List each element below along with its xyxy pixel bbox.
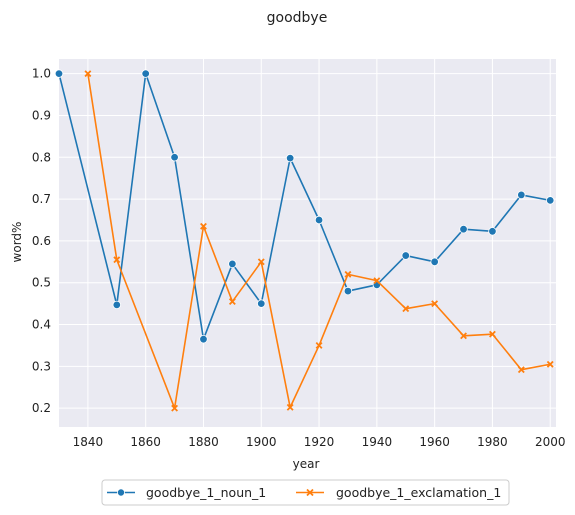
y-axis-label: word% xyxy=(10,222,24,263)
data-point xyxy=(460,332,467,340)
data-point xyxy=(54,69,64,78)
data-point xyxy=(315,342,323,349)
data-point xyxy=(431,300,439,308)
x-tick-label: 1860 xyxy=(130,435,161,449)
data-point xyxy=(459,224,468,234)
data-point xyxy=(286,403,294,411)
series-group xyxy=(54,69,555,412)
series-exclamation xyxy=(84,70,554,412)
data-point xyxy=(113,256,121,264)
x-tick-label: 2000 xyxy=(535,435,566,449)
x-axis: 1840 1860 1880 1900 1920 1940 1960 1980 2000 xyxy=(73,435,566,449)
data-point xyxy=(200,222,207,230)
x-tick-label: 1880 xyxy=(188,435,219,449)
plot-area xyxy=(59,59,556,427)
y-tick-label: 0.4 xyxy=(32,318,51,332)
y-tick-label: 0.6 xyxy=(32,234,51,248)
y-axis: 0.2 0.3 0.4 0.5 0.6 0.7 0.8 0.9 1.0 xyxy=(32,67,51,416)
x-tick-label: 1920 xyxy=(304,435,335,449)
x-tick-label: 1960 xyxy=(419,435,450,449)
legend-marker-noun xyxy=(117,488,126,497)
series-noun xyxy=(54,69,555,344)
data-point xyxy=(373,277,381,285)
y-tick-label: 0.2 xyxy=(32,401,51,415)
data-point xyxy=(488,227,497,236)
data-point xyxy=(199,334,208,344)
data-point xyxy=(401,251,410,260)
series-line xyxy=(87,73,551,409)
data-point xyxy=(257,258,265,266)
data-point xyxy=(112,300,121,310)
data-point xyxy=(402,305,410,313)
data-point xyxy=(546,196,555,205)
data-point xyxy=(344,270,352,278)
y-tick-label: 0.5 xyxy=(32,276,51,290)
data-point xyxy=(141,69,150,78)
data-point xyxy=(314,215,324,225)
data-point xyxy=(488,330,496,338)
data-point xyxy=(84,70,92,78)
data-point xyxy=(285,153,295,163)
data-point xyxy=(517,366,525,374)
data-point xyxy=(517,190,526,200)
data-point xyxy=(170,153,179,162)
x-axis-label: year xyxy=(293,457,320,471)
x-tick-label: 1840 xyxy=(73,435,104,449)
legend: goodbye_1_noun_1 goodbye_1_exclamation_1 xyxy=(101,479,510,506)
x-tick-label: 1980 xyxy=(477,435,508,449)
data-point xyxy=(546,360,554,368)
legend-label-exclamation: goodbye_1_exclamation_1 xyxy=(336,485,501,500)
chart-title: goodbye xyxy=(267,10,328,26)
x-tick-label: 1940 xyxy=(362,435,393,449)
y-tick-label: 0.3 xyxy=(32,359,51,373)
y-tick-label: 0.7 xyxy=(32,192,51,206)
data-point xyxy=(430,257,439,267)
data-point xyxy=(257,299,266,308)
y-tick-label: 0.9 xyxy=(32,108,51,122)
x-tick-label: 1900 xyxy=(246,435,277,449)
data-point xyxy=(171,404,179,412)
legend-label-noun: goodbye_1_noun_1 xyxy=(146,485,266,500)
y-tick-label: 0.8 xyxy=(32,150,51,164)
data-point xyxy=(228,298,236,305)
data-point xyxy=(343,286,353,296)
data-point xyxy=(228,259,237,269)
legend-marker-exclamation xyxy=(306,488,314,497)
y-tick-label: 1.0 xyxy=(32,67,51,81)
